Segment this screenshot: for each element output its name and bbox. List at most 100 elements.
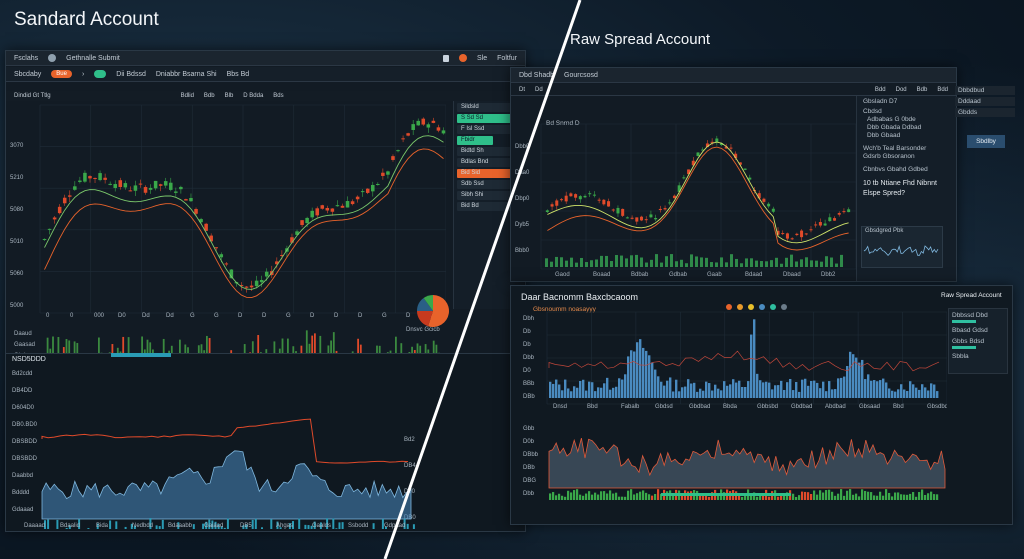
analytics-x-label: Fabalb (621, 404, 640, 410)
strip-action-button[interactable]: Sbdlby (967, 135, 1005, 148)
analytics-bar (714, 384, 717, 398)
list-item-bar (952, 320, 976, 323)
right-tab-2[interactable]: Dd (535, 86, 543, 93)
indicators-label[interactable]: Dniabbr Bsarna Shi (155, 70, 217, 78)
legend-dot-yellow[interactable] (748, 304, 754, 310)
pie-slice (428, 295, 449, 327)
sidebar-item-highlight[interactable]: Fbidr (457, 136, 493, 145)
candle-body (715, 138, 719, 143)
list-item[interactable]: Dbbssd Dbd (952, 312, 988, 319)
analytics-volume-bar (618, 496, 621, 500)
sidebar-item[interactable]: Bidtd Sh (457, 147, 521, 156)
list-item[interactable]: Gbbs Bdsd (952, 338, 985, 345)
lower-volume-bar (276, 521, 279, 529)
list-item[interactable]: Bbasd Gdsd (952, 327, 988, 334)
right-volume-bar (670, 254, 673, 267)
left-menu-4[interactable]: Foltfur (497, 54, 517, 62)
candle-body (158, 184, 163, 186)
candle-body (73, 186, 77, 190)
sidebar-item[interactable]: F Isl Ssd (457, 125, 521, 134)
right-volume-bar (745, 258, 748, 267)
right-menu-1[interactable]: Dbd Shadb (519, 71, 555, 79)
sell-button[interactable]: Bue (51, 70, 72, 78)
analytics-bar (645, 350, 648, 398)
left-menu-3[interactable]: Sle (477, 54, 488, 62)
left-pie-chart[interactable] (413, 291, 453, 331)
right-x-tick-label: Dbaad (783, 272, 801, 278)
candle-body (189, 197, 193, 202)
right-volume-bar (625, 258, 628, 267)
right-volume-bar (795, 261, 798, 267)
info-text-3: Cbnbvs Gbahd Gdbed (863, 166, 928, 173)
list-item[interactable]: Sbbla (952, 353, 969, 360)
sidebar-item[interactable]: Sdb Ssd (457, 180, 521, 189)
lower-volume-bar (310, 525, 313, 529)
legend-dot-orange[interactable] (726, 304, 732, 310)
right-menu-2[interactable]: Gourcsosd (564, 71, 598, 79)
right-info-panel: Gbsladn D7 Cbdsd Adbabas G 0bde Dbb Gbad… (856, 96, 956, 281)
candle-body (635, 217, 639, 222)
analytics-right-title: Raw Spread Account (941, 292, 1002, 299)
sidebar-item-orange[interactable]: Bid Sid (457, 169, 521, 178)
interval-label[interactable]: Dii Bdssd (116, 70, 146, 78)
right-ohlc-2: Dod (895, 86, 907, 93)
right-tab-1[interactable]: Dt (519, 86, 525, 93)
strip-item-1[interactable]: Dbbdbud (955, 86, 1015, 95)
legend-dot-orange[interactable] (737, 304, 743, 310)
right-volume-bar (740, 263, 743, 267)
sidebar-item-active[interactable]: S Sd Sd (457, 114, 521, 123)
candle-body (630, 217, 634, 219)
alert-icon[interactable] (459, 54, 468, 62)
lock-icon[interactable] (443, 54, 450, 62)
analytics-bar (894, 391, 897, 398)
left-title-bar: Fsclahs Gethnalle Submit Sle Foltfur (6, 51, 525, 66)
analytics-bar (693, 382, 696, 398)
legend-dot-gray[interactable] (781, 304, 787, 310)
candle-body (320, 205, 325, 209)
analytics-bar (765, 381, 768, 398)
strip-item-3[interactable]: Gbdds (955, 108, 1015, 117)
chevron-right-icon[interactable]: › (81, 70, 85, 78)
analytics-bar (597, 387, 600, 398)
x-tick-label: D (358, 313, 363, 319)
right-candlestick-chart[interactable]: Dbb0 Daa0 Dbp0 Dyb5 Bbb0 Gaod Boaad Bdbab Gdbab G… (511, 104, 856, 279)
standard-account-window: Fsclahs Gethnalle Submit Sle Foltfur Sbc… (5, 50, 526, 532)
analytics-x-label: Dnsd (553, 404, 567, 410)
left-menu-2[interactable]: Gethnalle Submit (66, 54, 120, 62)
analytics-x-label: Bbd (893, 404, 904, 410)
buy-button[interactable] (94, 70, 107, 78)
sidebar-item[interactable]: Sildsld (457, 103, 521, 112)
right-analytics-charts[interactable]: Dbh Db Db Dbb D0 BBb DBb Dnsd Bbd Fabalb Gbdsd Gbdb… (511, 308, 947, 518)
right-volume-bar (690, 254, 693, 267)
analytics-x-label: Gbdbad (791, 404, 812, 410)
lower-volume-bar (326, 518, 329, 529)
analytics-volume-bar (915, 496, 918, 500)
strip-item-2[interactable]: Dddaad (955, 97, 1015, 106)
analytics-bar (627, 356, 630, 398)
right-volume-bar (600, 255, 603, 267)
left-menu-1[interactable]: Fsclahs (14, 54, 39, 62)
lower-y-label: Bd2cdd (12, 371, 32, 377)
left-area-chart[interactable]: Bd2cdd DB4DD D604D0 DB0.BD0 DBSBDD DBSBDD Daab… (6, 361, 451, 529)
legend-dot-blue[interactable] (759, 304, 765, 310)
right-toolbar: Dbd Shadb Gourcsosd (511, 68, 956, 83)
right-volume-bar (630, 255, 633, 267)
sidebar-item[interactable]: Sibh Shi (457, 191, 521, 200)
sidebar-item[interactable]: Bdlas Bnd (457, 158, 521, 167)
candle-body (762, 198, 766, 202)
candle-body (340, 205, 345, 208)
right-volume-bar (645, 262, 648, 267)
globe-icon[interactable] (48, 54, 57, 62)
mini-chart-card[interactable]: Gbsdgred Pbk (861, 226, 943, 268)
right-chart-title: Bd Snrnd D (546, 120, 580, 127)
compare-label[interactable]: Bbs Bd (226, 70, 250, 78)
legend-dot-teal[interactable] (770, 304, 776, 310)
analytics-bar (582, 379, 585, 398)
candle-body (259, 279, 264, 283)
analytics-y2-label: DBG (523, 478, 536, 484)
analytics-volume-bar (753, 492, 756, 500)
faq-question[interactable]: 10 tb Ntiane Fhd Nibnnt Elspe Spred? (863, 180, 937, 197)
analytics-volume-bar (855, 493, 858, 500)
sidebar-item[interactable]: Bid Bd (457, 202, 521, 211)
